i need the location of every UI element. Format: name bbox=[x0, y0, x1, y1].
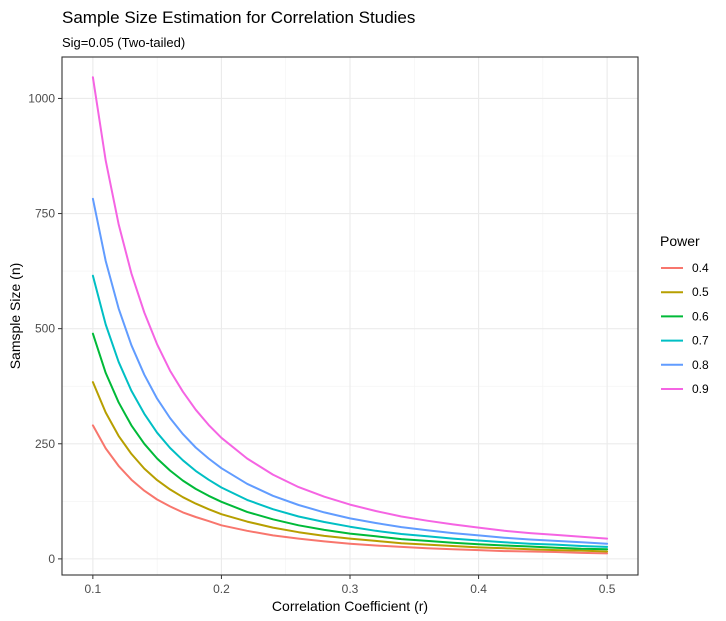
y-tick-label: 0 bbox=[48, 552, 55, 566]
legend-label-0.5: 0.5 bbox=[692, 285, 709, 299]
y-axis: 0 250 500 750 1000 bbox=[28, 91, 62, 566]
y-tick-label: 750 bbox=[35, 207, 55, 221]
series-line-0.4 bbox=[91, 424, 609, 555]
legend-label-0.6: 0.6 bbox=[692, 309, 709, 323]
series-line-0.6 bbox=[91, 332, 609, 551]
chart-subtitle: Sig=0.05 (Two-tailed) bbox=[62, 35, 185, 50]
x-tick-label: 0.4 bbox=[470, 582, 487, 596]
y-tick-label: 250 bbox=[35, 437, 55, 451]
y-tick-label: 1000 bbox=[28, 91, 55, 105]
legend-label-0.7: 0.7 bbox=[692, 334, 709, 348]
chart-title: Sample Size Estimation for Correlation S… bbox=[62, 8, 415, 27]
series-line-0.5 bbox=[91, 381, 609, 553]
y-axis-title: Samsple Size (n) bbox=[7, 263, 23, 370]
x-axis-title: Correlation Coefficient (r) bbox=[272, 598, 428, 614]
x-axis: 0.1 0.2 0.3 0.4 0.5 bbox=[85, 575, 616, 596]
y-tick-label: 500 bbox=[35, 322, 55, 336]
x-tick-label: 0.1 bbox=[85, 582, 102, 596]
legend-title: Power bbox=[660, 233, 700, 249]
series-line-0.9 bbox=[91, 76, 609, 540]
legend: Power 0.4 0.5 0.6 0.7 0.8 0.9 bbox=[660, 233, 709, 396]
x-tick-label: 0.3 bbox=[342, 582, 359, 596]
x-tick-label: 0.5 bbox=[599, 582, 616, 596]
series-line-0.7 bbox=[91, 274, 609, 548]
legend-label-0.8: 0.8 bbox=[692, 358, 709, 372]
legend-label-0.9: 0.9 bbox=[692, 382, 709, 396]
legend-label-0.4: 0.4 bbox=[692, 261, 709, 275]
series-lines bbox=[91, 76, 609, 555]
x-tick-label: 0.2 bbox=[213, 582, 230, 596]
series-line-0.8 bbox=[91, 197, 609, 545]
grid-major bbox=[62, 57, 638, 575]
